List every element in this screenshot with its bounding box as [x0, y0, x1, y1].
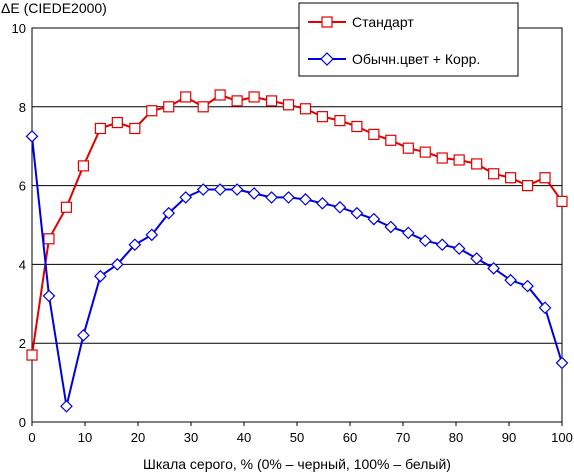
- series-2-point-5: [110, 258, 124, 271]
- legend-box: [298, 2, 519, 77]
- series-2-point-15: [282, 191, 295, 204]
- series-1-point-22: [402, 142, 414, 154]
- series-1-point-11: [214, 89, 226, 101]
- x-tick-label-0: 0: [28, 430, 35, 445]
- x-tick-label-2: 20: [131, 430, 145, 445]
- legend: Стандарт Обычн.цвет + Корр.: [298, 2, 519, 77]
- series-2-point-1: [42, 289, 56, 303]
- x-tick-label-3: 30: [184, 430, 198, 445]
- y-axis-label: ΔE (CIEDE2000): [1, 0, 107, 16]
- series-2-point-24: [435, 238, 449, 252]
- series-1-point-6: [129, 122, 141, 135]
- series-2-point-19: [350, 206, 364, 220]
- series-group: [25, 89, 569, 413]
- series-2-point-30: [538, 301, 552, 315]
- series-1-point-3: [77, 160, 90, 172]
- series-1-point-18: [334, 114, 346, 127]
- plot-area: [31, 27, 563, 423]
- series-2-point-18: [333, 200, 347, 214]
- series-2-point-29: [521, 279, 534, 293]
- series-2-point-13: [247, 187, 261, 200]
- series-1-point-13: [248, 91, 260, 103]
- series-2-point-28: [504, 273, 517, 287]
- series-2-point-6: [128, 238, 142, 252]
- series-1-point-14: [265, 95, 278, 107]
- series-1-point-15: [282, 99, 295, 111]
- series-1-point-23: [419, 146, 431, 158]
- series-2-point-9: [179, 191, 193, 204]
- series-2-point-7: [145, 228, 159, 242]
- x-tick-label-8: 80: [449, 430, 463, 445]
- x-tick-label-4: 40: [237, 430, 251, 445]
- series-1-point-19: [351, 120, 363, 133]
- series-1-point-29: [521, 180, 534, 192]
- series-2-point-31: [555, 356, 569, 370]
- series-2-point-2: [60, 399, 73, 413]
- series-1-point-9: [180, 91, 192, 103]
- x-tick-label-9: 90: [502, 430, 516, 445]
- series-1-point-27: [488, 168, 500, 180]
- legend-label-series-1: Стандарт: [352, 14, 414, 30]
- y-tick-label-5: 10: [12, 21, 26, 36]
- series-1-point-21: [385, 134, 397, 146]
- y-tick-label-1: 2: [19, 336, 26, 351]
- series-2-point-27: [487, 261, 500, 275]
- series-1-point-7: [146, 105, 158, 117]
- y-tick-label-3: 6: [19, 179, 26, 194]
- series-2-point-8: [162, 206, 176, 220]
- x-tick-label-1: 10: [78, 430, 92, 445]
- series-2-point-25: [452, 242, 466, 255]
- y-tick-label-0: 0: [19, 415, 26, 430]
- series-2-point-23: [418, 234, 432, 248]
- x-tick-label-10: 100: [551, 430, 573, 445]
- series-2-point-20: [367, 212, 381, 226]
- series-1-point-17: [316, 111, 329, 123]
- series-2-point-4: [94, 269, 107, 283]
- x-tick-label-7: 70: [396, 430, 410, 445]
- x-tick-label-5: 50: [290, 430, 304, 445]
- series-1-point-12: [231, 95, 243, 107]
- series-1-point-28: [504, 172, 517, 184]
- series-1-point-10: [197, 101, 209, 113]
- series-2-point-26: [470, 252, 484, 265]
- series-1-point-5: [111, 116, 123, 129]
- series-2-point-12: [230, 183, 244, 196]
- series-1-point-26: [471, 158, 483, 170]
- x-tick-label-6: 60: [343, 430, 357, 445]
- series-2-point-14: [265, 191, 278, 204]
- legend-label-series-2: Обычн.цвет + Корр.: [352, 51, 480, 67]
- series-2-point-3: [77, 328, 90, 342]
- series-2-point-17: [316, 196, 329, 210]
- series-1-point-4: [94, 122, 106, 135]
- series-1-point-1: [43, 233, 55, 245]
- series-2-point-22: [401, 226, 415, 240]
- series-1-point-8: [163, 101, 175, 113]
- series-1-point-0: [26, 349, 38, 361]
- series-2-point-21: [384, 220, 398, 234]
- y-tick-label-2: 4: [19, 257, 26, 272]
- series-2-point-10: [196, 183, 210, 196]
- series-1-point-30: [539, 172, 551, 184]
- x-axis-label: Шкала серого, % (0% – черный, 100% – бел…: [143, 456, 451, 472]
- series-2-point-16: [299, 193, 312, 206]
- series-1-point-24: [436, 152, 448, 164]
- legend-marker-series-1: [321, 16, 333, 28]
- series-1-point-20: [368, 128, 380, 140]
- series-2-point-0: [25, 130, 39, 143]
- y-tick-label-4: 8: [19, 100, 26, 115]
- series-2-point-11: [213, 183, 227, 196]
- series-1-point-2: [60, 201, 73, 213]
- series-1-point-31: [556, 195, 568, 207]
- series-1-point-16: [299, 103, 312, 115]
- series-1-point-25: [453, 154, 465, 166]
- legend-marker-series-2: [320, 52, 334, 66]
